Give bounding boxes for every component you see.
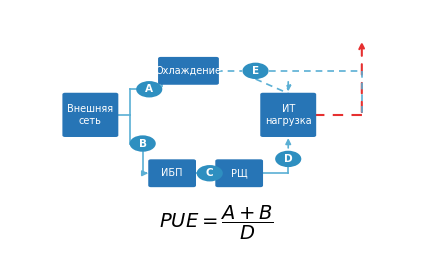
Text: Внешняя
сеть: Внешняя сеть (67, 104, 114, 126)
FancyBboxPatch shape (148, 159, 196, 187)
Text: C: C (206, 168, 214, 178)
FancyBboxPatch shape (215, 159, 263, 187)
Text: ИБП: ИБП (161, 168, 183, 178)
Circle shape (243, 63, 269, 79)
FancyBboxPatch shape (158, 57, 219, 85)
Text: ИТ
нагрузка: ИТ нагрузка (265, 104, 311, 126)
Circle shape (136, 81, 162, 97)
FancyBboxPatch shape (260, 93, 316, 137)
Text: РЩ: РЩ (231, 168, 247, 178)
Circle shape (197, 165, 223, 181)
Text: B: B (139, 139, 147, 148)
FancyBboxPatch shape (62, 93, 118, 137)
Text: Охлаждение: Охлаждение (155, 66, 222, 76)
Text: E: E (252, 66, 259, 76)
Circle shape (130, 135, 156, 152)
Text: $\mathit{PUE} = \dfrac{A + B}{D}$: $\mathit{PUE} = \dfrac{A + B}{D}$ (159, 204, 274, 243)
Text: A: A (145, 84, 153, 94)
Circle shape (275, 151, 301, 167)
Text: D: D (284, 154, 292, 164)
